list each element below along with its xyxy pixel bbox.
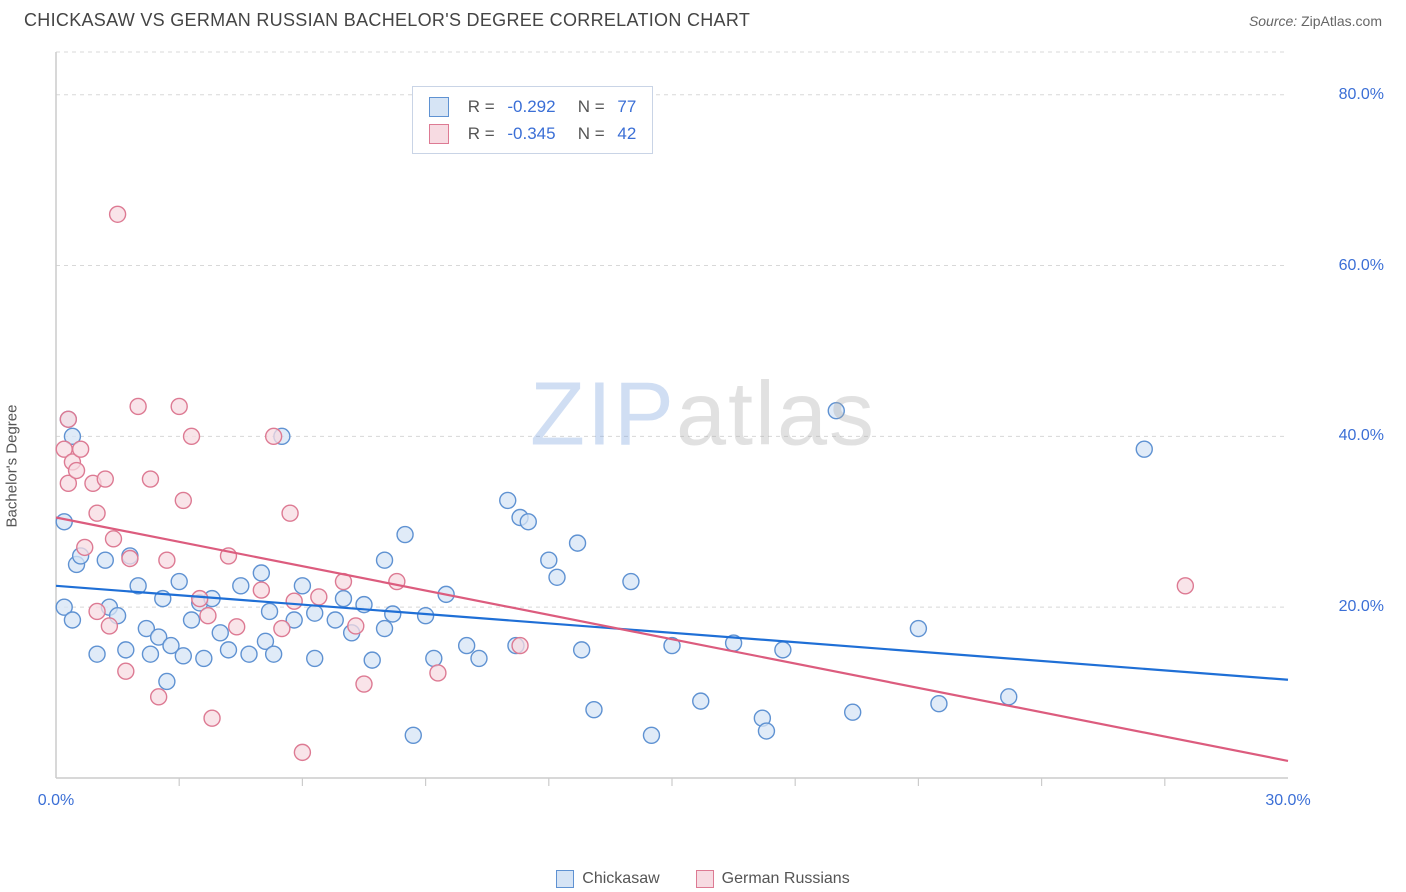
legend-item-chickasaw: Chickasaw xyxy=(556,870,659,888)
y-axis-label: Bachelor's Degree xyxy=(4,405,21,528)
stats-r-label: R = xyxy=(463,120,499,147)
stats-row: R = -0.345 N = 42 xyxy=(429,120,636,147)
legend-swatch-chickasaw xyxy=(556,870,574,888)
stats-r-value: -0.345 xyxy=(507,120,555,147)
stats-row: R = -0.292 N = 77 xyxy=(429,93,636,120)
chart-header: CHICKASAW VS GERMAN RUSSIAN BACHELOR'S D… xyxy=(0,0,1406,37)
x-tick-label: 0.0% xyxy=(38,792,74,810)
source-name: ZipAtlas.com xyxy=(1301,13,1382,29)
chart-source: Source: ZipAtlas.com xyxy=(1249,13,1382,29)
source-label: Source: xyxy=(1249,13,1297,29)
scatter-plot-svg xyxy=(48,40,1368,840)
legend-swatch-german-russians xyxy=(696,870,714,888)
legend-label-chickasaw: Chickasaw xyxy=(582,870,659,888)
legend-item-german-russians: German Russians xyxy=(696,870,850,888)
chart-title: CHICKASAW VS GERMAN RUSSIAN BACHELOR'S D… xyxy=(24,10,750,31)
stats-n-value: 42 xyxy=(617,120,636,147)
legend-label-german-russians: German Russians xyxy=(722,870,850,888)
stats-swatch xyxy=(429,97,449,117)
y-tick-label: 40.0% xyxy=(1339,427,1384,445)
footer-legend: Chickasaw German Russians xyxy=(0,864,1406,892)
correlation-stats-box: R = -0.292 N = 77 R = -0.345 N = 42 xyxy=(412,86,653,154)
y-tick-label: 60.0% xyxy=(1339,257,1384,275)
stats-n-label: N = xyxy=(564,93,610,120)
stats-r-value: -0.292 xyxy=(507,93,555,120)
chart-area: Bachelor's Degree ZIPatlas 0.0%30.0% 20.… xyxy=(0,40,1406,892)
y-tick-label: 80.0% xyxy=(1339,86,1384,104)
stats-r-label: R = xyxy=(463,93,499,120)
stats-n-label: N = xyxy=(564,120,610,147)
stats-n-value: 77 xyxy=(617,93,636,120)
stats-swatch xyxy=(429,124,449,144)
x-tick-label: 30.0% xyxy=(1265,792,1310,810)
y-tick-label: 20.0% xyxy=(1339,598,1384,616)
